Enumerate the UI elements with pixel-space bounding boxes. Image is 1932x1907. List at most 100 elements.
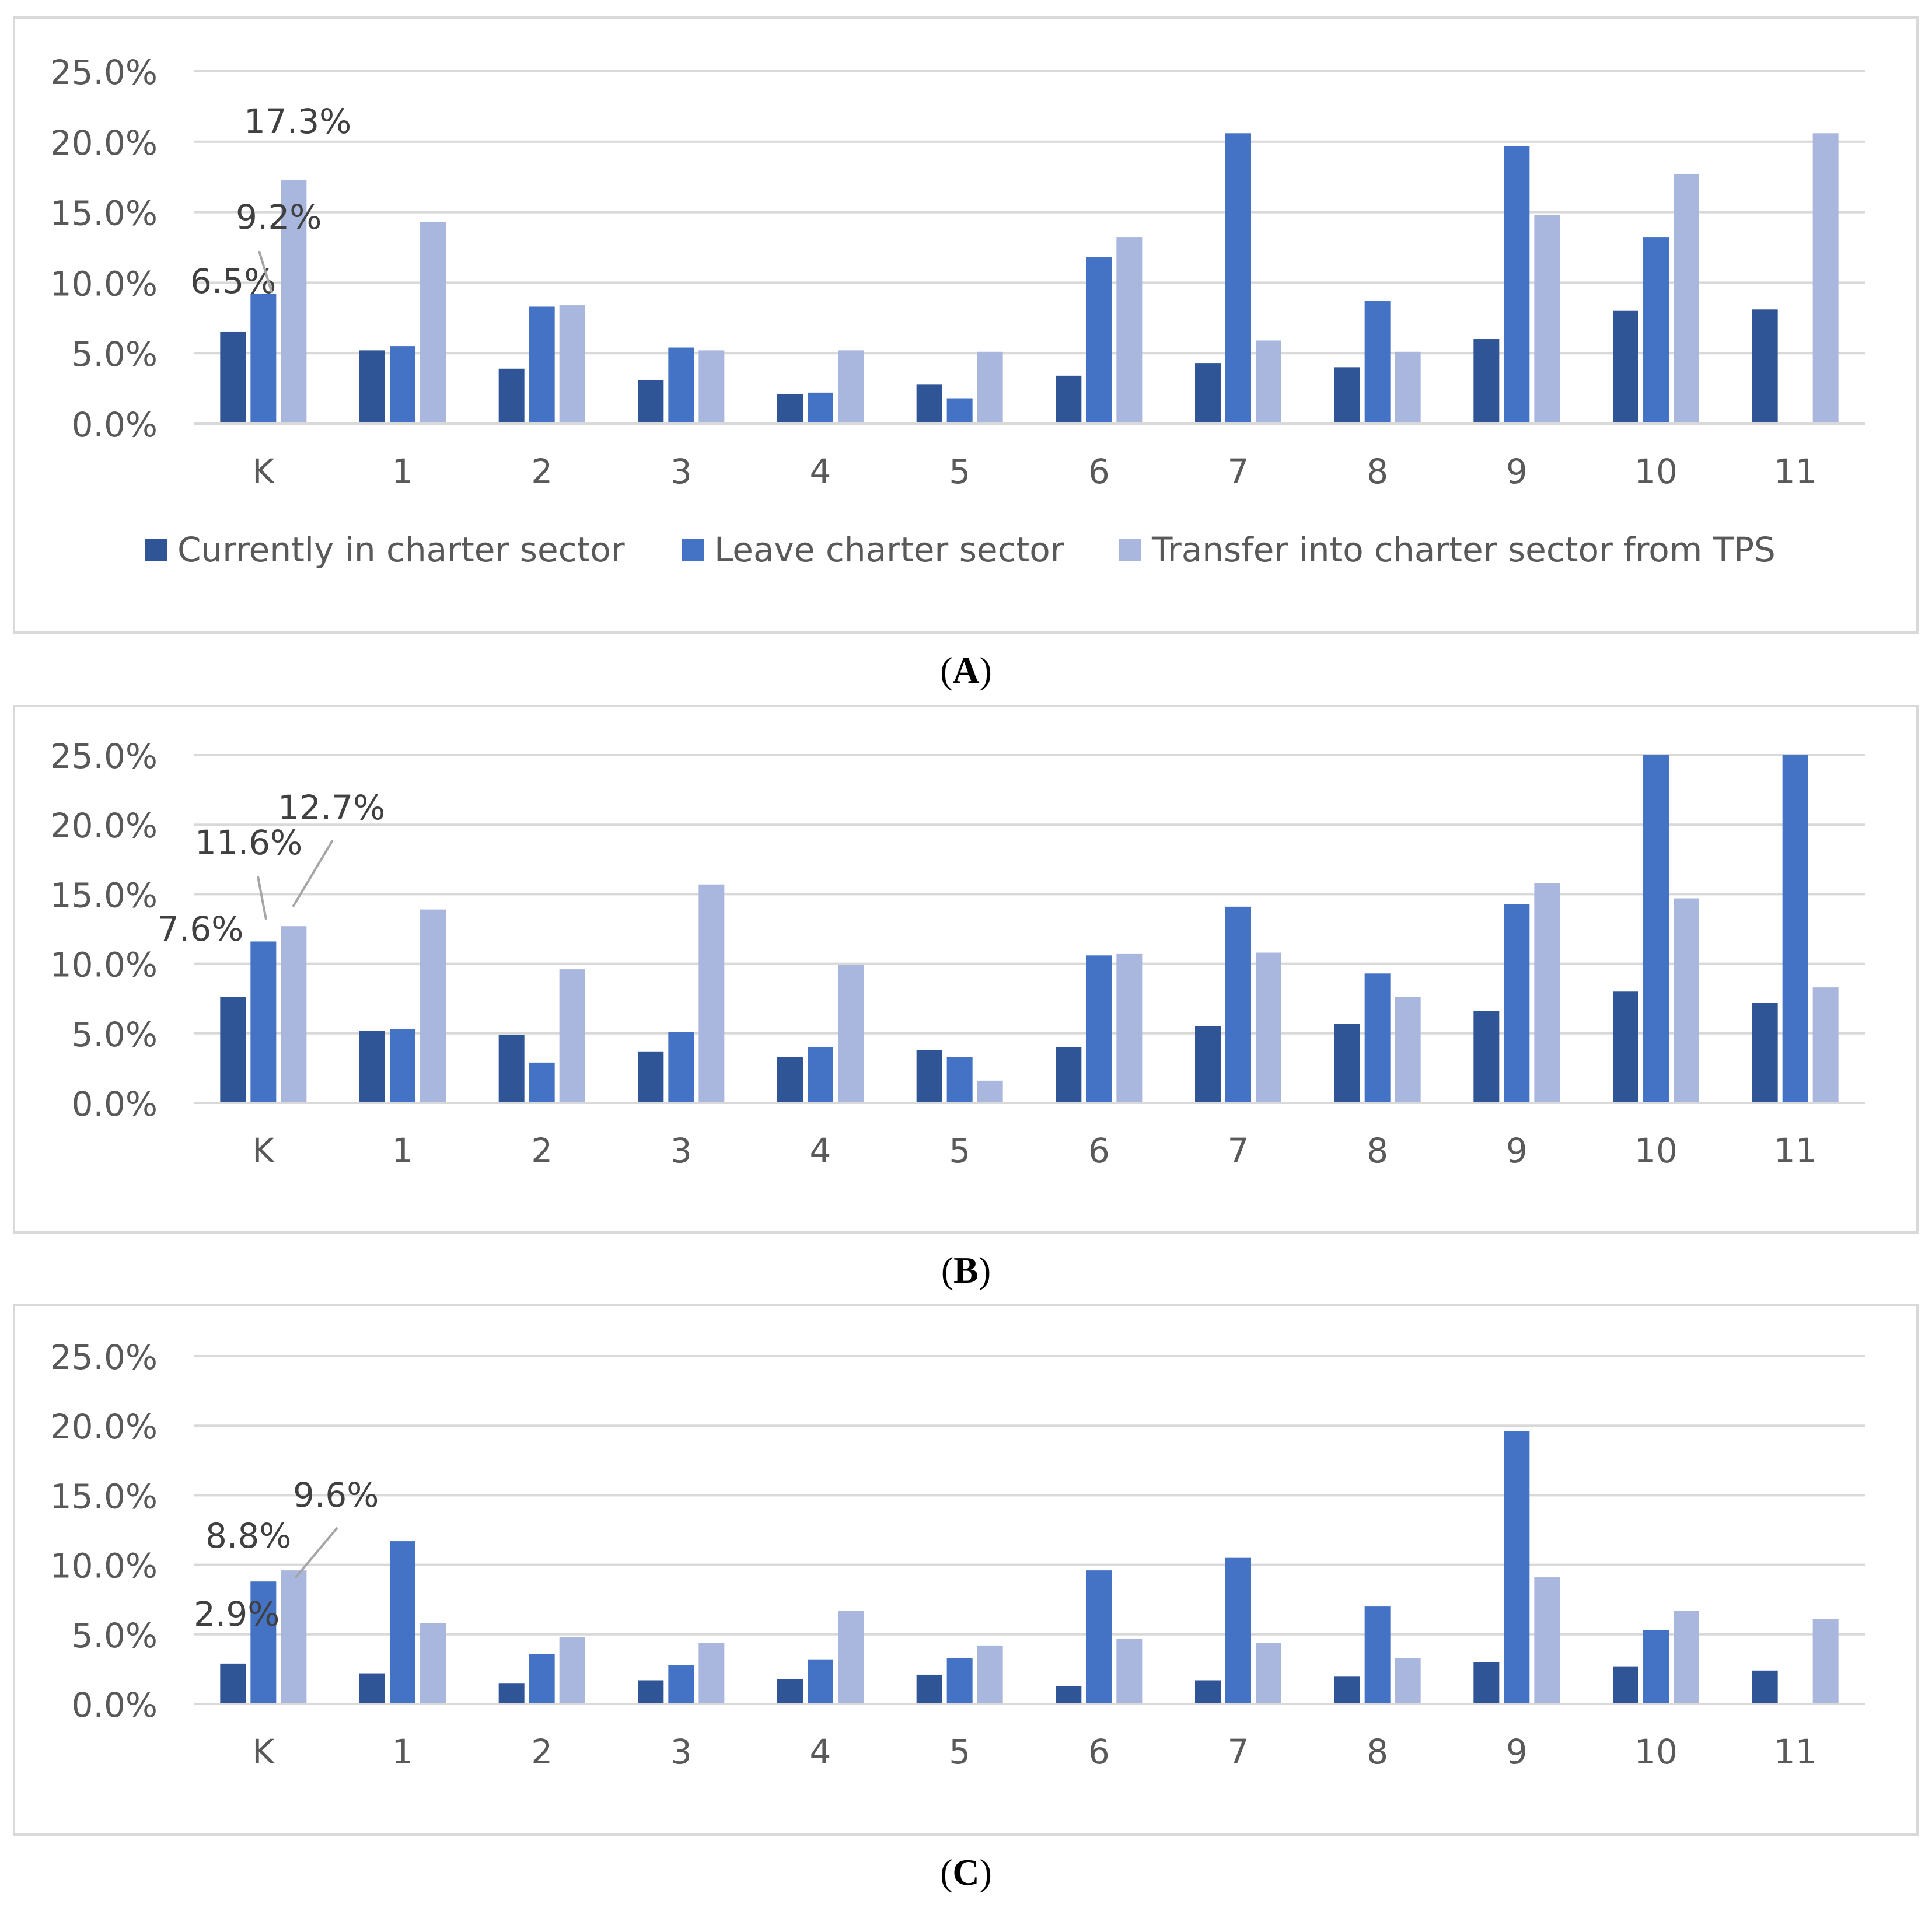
leader-line-b-1	[257, 876, 267, 920]
x-tick-label-b-k: K	[252, 1131, 275, 1171]
x-tick-label-c-6: 6	[1088, 1732, 1110, 1772]
x-tick-label-b-8: 8	[1367, 1131, 1388, 1171]
bar-c-current-5	[916, 1674, 942, 1704]
bar-a-current-k	[220, 331, 246, 424]
bar-b-transfer-2	[559, 969, 585, 1103]
y-tick-label-c-2: 10.0%	[50, 1546, 158, 1586]
y-tick-label-a-2: 10.0%	[50, 264, 158, 303]
x-tick-label-a-7: 7	[1228, 452, 1249, 491]
bar-a-transfer-10	[1674, 174, 1699, 424]
x-tick-label-c-k: K	[252, 1732, 275, 1772]
bar-c-leave-2	[529, 1654, 555, 1704]
caption-a-letter: A	[952, 649, 980, 691]
bar-c-transfer-4	[838, 1611, 864, 1704]
caption-a: (A)	[940, 649, 992, 691]
bar-c-transfer-11	[1812, 1619, 1839, 1704]
bar-c-leave-1	[390, 1541, 415, 1704]
x-tick-label-a-5: 5	[949, 452, 970, 491]
x-tick-label-b-10: 10	[1634, 1131, 1678, 1171]
bar-c-leave-10	[1643, 1630, 1669, 1704]
bar-b-transfer-3	[698, 884, 725, 1103]
bar-a-transfer-1	[420, 222, 446, 424]
bar-c-leave-k	[250, 1581, 277, 1704]
data-label-a-0: 6.5%	[190, 261, 276, 301]
bar-b-transfer-10	[1674, 898, 1699, 1103]
leader-line-a-1	[258, 250, 273, 294]
bar-b-leave-8	[1364, 973, 1391, 1103]
leader-line-b-2	[292, 839, 334, 908]
data-label-a-2: 17.3%	[244, 102, 351, 141]
bar-a-current-1	[359, 350, 385, 424]
bar-a-current-5	[916, 384, 942, 424]
x-tick-label-a-3: 3	[670, 452, 692, 491]
bar-c-leave-9	[1504, 1431, 1530, 1704]
y-tick-label-a-0: 0.0%	[72, 405, 158, 445]
bar-a-transfer-3	[698, 350, 725, 424]
data-label-c-1: 8.8%	[205, 1516, 291, 1556]
x-tick-label-c-11: 11	[1774, 1732, 1817, 1772]
bar-c-transfer-5	[977, 1645, 1003, 1704]
bar-a-transfer-11	[1812, 133, 1839, 424]
bar-a-leave-8	[1364, 301, 1391, 424]
bar-a-current-6	[1056, 375, 1082, 424]
bar-c-current-3	[638, 1680, 664, 1704]
bar-c-current-11	[1752, 1670, 1778, 1704]
x-tick-label-c-7: 7	[1228, 1732, 1249, 1772]
bar-b-current-1	[359, 1031, 385, 1103]
chart-panel-a: 0.0% 5.0% 10.0% 15.0% 20.0% 25.0% K 1 2 3 4 5 6 7 8 9 10…	[13, 16, 1919, 634]
bar-a-transfer-7	[1256, 340, 1281, 424]
y-tick-label-b-4: 20.0%	[50, 806, 158, 846]
bar-b-transfer-4	[838, 965, 864, 1103]
bar-c-leave-5	[946, 1658, 973, 1704]
bar-a-leave-2	[529, 306, 555, 424]
leader-line-c-2	[294, 1527, 338, 1579]
bar-a-leave-1	[390, 346, 415, 424]
caption-b-letter: B	[953, 1249, 979, 1291]
bar-c-transfer-10	[1674, 1611, 1699, 1704]
data-label-b-1: 11.6%	[195, 823, 302, 862]
bar-b-current-7	[1195, 1026, 1221, 1103]
bar-b-leave-10	[1643, 755, 1669, 1103]
bar-c-current-9	[1473, 1662, 1500, 1704]
bar-c-current-1	[359, 1673, 385, 1704]
bar-c-current-2	[498, 1683, 525, 1704]
y-tick-label-a-1: 5.0%	[72, 334, 158, 374]
bar-b-leave-3	[668, 1032, 694, 1103]
data-label-b-2: 12.7%	[278, 788, 385, 827]
bar-a-current-11	[1752, 309, 1778, 424]
bar-b-leave-6	[1086, 955, 1112, 1103]
y-tick-label-a-3: 15.0%	[50, 194, 158, 233]
data-label-c-0: 2.9%	[194, 1594, 280, 1634]
x-tick-label-b-9: 9	[1506, 1131, 1528, 1171]
bar-c-leave-8	[1364, 1606, 1391, 1704]
bar-c-transfer-k	[281, 1570, 307, 1704]
bar-b-current-8	[1334, 1024, 1360, 1103]
bar-b-transfer-7	[1256, 952, 1281, 1103]
bar-b-current-4	[777, 1057, 803, 1103]
bar-a-current-9	[1473, 339, 1500, 424]
bar-b-transfer-5	[977, 1080, 1003, 1103]
bar-b-transfer-9	[1534, 883, 1560, 1103]
bar-c-transfer-6	[1116, 1638, 1143, 1704]
x-tick-label-a-8: 8	[1367, 452, 1388, 491]
bar-c-transfer-2	[559, 1637, 585, 1704]
bar-c-leave-7	[1225, 1557, 1251, 1704]
bar-b-current-5	[916, 1050, 942, 1103]
x-tick-label-a-4: 4	[810, 452, 832, 491]
bar-a-current-10	[1613, 310, 1638, 424]
chart-b-svg: 0.0% 5.0% 10.0% 15.0% 20.0% 25.0% K 1 2 3 4 5 6 7 8 9 10…	[50, 736, 1865, 1171]
bar-a-transfer-k	[281, 180, 307, 424]
x-tick-label-c-10: 10	[1634, 1732, 1678, 1772]
caption-c: (C)	[940, 1852, 992, 1893]
y-tick-label-c-4: 20.0%	[50, 1407, 158, 1447]
y-tick-label-c-5: 25.0%	[50, 1337, 158, 1377]
legend-label-current: Currently in charter sector	[177, 530, 625, 570]
bar-a-leave-6	[1086, 257, 1112, 424]
x-tick-label-b-5: 5	[949, 1131, 970, 1171]
bar-b-leave-11	[1782, 755, 1808, 1103]
y-tick-label-a-4: 20.0%	[50, 123, 158, 163]
chart-a-svg: 0.0% 5.0% 10.0% 15.0% 20.0% 25.0% K 1 2 3 4 5 6 7 8 9 10…	[50, 53, 1865, 570]
y-tick-label-b-2: 10.0%	[50, 945, 158, 985]
x-tick-label-c-8: 8	[1367, 1732, 1388, 1772]
